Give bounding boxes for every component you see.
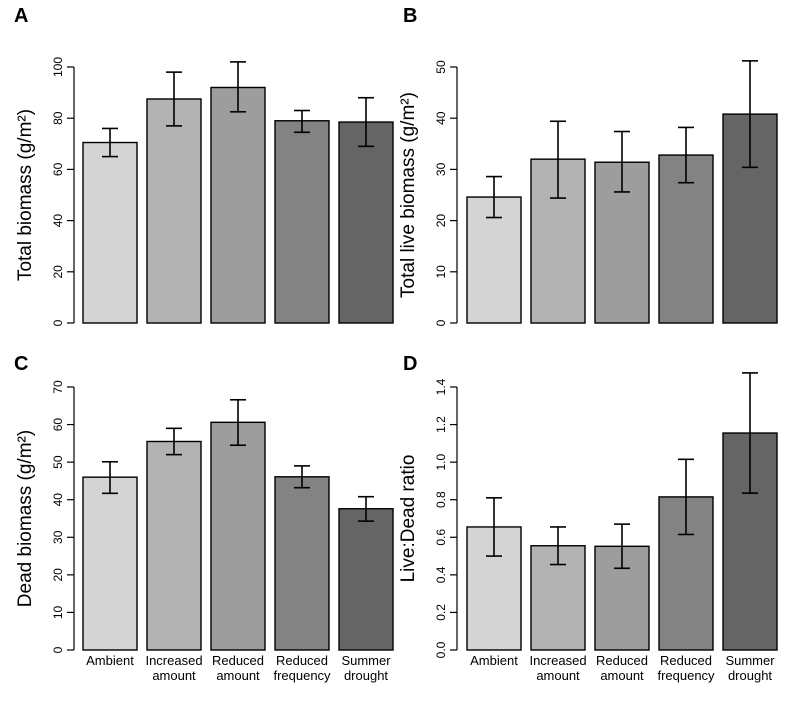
y-axis-label: Total live biomass (g/m²) [398, 92, 419, 298]
y-axis-label: Live:Dead ratio [398, 455, 419, 583]
y-tick-label: 80 [51, 111, 65, 125]
panel-b: B 0 10 20 30 40 50 Total live biomass (g/m²) [398, 5, 778, 326]
x-category-label: Reduced amount [212, 653, 264, 683]
x-category-label: Increased amount [529, 653, 586, 683]
bar-ambient [466, 526, 522, 651]
y-tick-label: 100 [51, 57, 65, 77]
y-tick-label: 40 [434, 111, 448, 125]
y-tick-label: 20 [51, 568, 65, 582]
y-tick-label: 70 [51, 380, 65, 394]
panel-letter: D [403, 353, 417, 375]
bar-ambient [82, 476, 138, 651]
y-tick-label: 50 [51, 455, 65, 469]
panel-d: D 0.0 0.2 0.4 0.6 0.8 1.0 1.2 1.4 Live:Dead ratio… [398, 353, 778, 683]
panel-letter: C [14, 353, 28, 375]
bar-reduced-frequency [274, 476, 330, 651]
y-tick-label: 10 [434, 265, 448, 279]
y-tick-label: 0.2 [434, 604, 448, 621]
bar-summer-drought [338, 508, 394, 651]
y-tick-label: 30 [51, 530, 65, 544]
x-category-label: Ambient [86, 653, 134, 668]
y-tick-label: 10 [51, 605, 65, 619]
x-category-label: Ambient [470, 653, 518, 668]
y-tick-label: 40 [51, 214, 65, 228]
y-tick-label: 0.8 [434, 491, 448, 508]
panel-letter: B [403, 5, 417, 27]
bar-increased-amount [146, 98, 202, 324]
x-category-label: Summer drought [725, 653, 775, 683]
y-tick-label: 0.6 [434, 529, 448, 546]
bar-summer-drought [338, 121, 394, 324]
y-tick-label: 60 [51, 418, 65, 432]
y-tick-label: 0 [51, 319, 65, 326]
y-tick-label: 1.0 [434, 453, 448, 470]
y-tick-label: 0.0 [434, 641, 448, 658]
bar-increased-amount [146, 440, 202, 651]
y-tick-label: 0.4 [434, 566, 448, 583]
y-tick-label: 20 [434, 214, 448, 228]
x-category-label: Reduced amount [596, 653, 648, 683]
y-tick-label: 30 [434, 162, 448, 176]
y-tick-label: 50 [434, 60, 448, 74]
x-category-label: Summer drought [341, 653, 391, 683]
y-tick-label: 60 [51, 162, 65, 176]
panel-c: C 0 10 20 30 40 50 60 70 Dead biomass (g/m²) Ambie… [14, 353, 394, 683]
x-category-label: Reduced frequency [273, 653, 331, 683]
y-tick-label: 0 [434, 319, 448, 326]
bar-reduced-amount [210, 421, 266, 651]
bar-reduced-frequency [274, 120, 330, 324]
bar-ambient [82, 141, 138, 324]
y-tick-label: 40 [51, 493, 65, 507]
y-axis-label: Total biomass (g/m²) [15, 109, 36, 281]
y-tick-label: 20 [51, 265, 65, 279]
x-category-label: Reduced frequency [657, 653, 715, 683]
panel-letter: A [14, 5, 28, 27]
x-category-label: Increased amount [145, 653, 202, 683]
panel-a: A 0 20 40 60 80 100 Total biomass (g/m²) [14, 5, 394, 326]
y-axis-label: Dead biomass (g/m²) [15, 430, 36, 607]
y-tick-label: 0 [51, 646, 65, 653]
y-tick-label: 1.2 [434, 416, 448, 433]
y-tick-label: 1.4 [434, 378, 448, 395]
bar-reduced-amount [210, 86, 266, 324]
